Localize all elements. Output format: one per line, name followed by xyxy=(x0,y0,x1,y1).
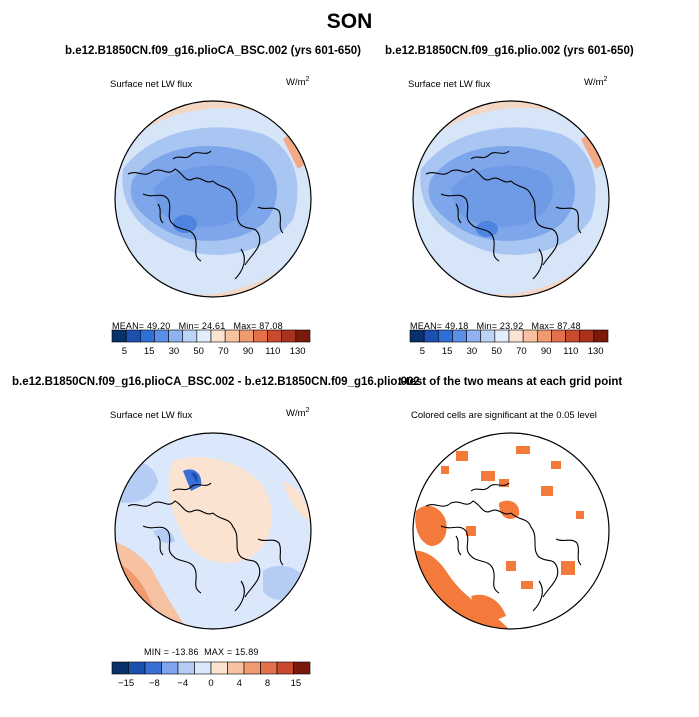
panel1-title: b.e12.B1850CN.f09_g16.plioCA_BSC.002 (yr… xyxy=(65,45,361,57)
panel3-colorbar-box xyxy=(227,661,245,675)
panel3-colorbar-tick-label: 0 xyxy=(208,678,213,689)
panel1-colorbar-box xyxy=(281,329,297,343)
panel1-units: W/m2 xyxy=(286,76,310,89)
panel2-colorbar-box xyxy=(508,329,524,343)
panel3-coastlines xyxy=(127,482,284,612)
panel2-polar-map xyxy=(412,100,610,298)
panel1-colorbar-box xyxy=(125,329,141,343)
panel2-colorbar-box xyxy=(409,329,425,343)
panel3-colorbar-box xyxy=(243,661,261,675)
panel3-colorbar-box xyxy=(194,661,212,675)
panel2-field xyxy=(413,101,609,297)
panel1-colorbar-box xyxy=(210,329,226,343)
panel3-polar-map xyxy=(114,432,312,630)
panel2-colorbar-box xyxy=(551,329,566,343)
panel4-title: t-test of the two means at each grid poi… xyxy=(398,376,623,388)
panel1-map-border xyxy=(114,100,312,298)
panel3-colorbar-tick-label: 4 xyxy=(237,678,242,689)
panel2-colorbar-box xyxy=(536,329,552,343)
panel2-colorbar-tick-label: 50 xyxy=(491,346,502,357)
panel1-colorbar-tick-label: 90 xyxy=(243,346,254,357)
panel2-colorbar-box xyxy=(565,329,581,343)
panel1-colorbar-tick-label: 70 xyxy=(218,346,229,357)
panel3-units: W/m2 xyxy=(286,407,310,420)
panel3-colorbar-box xyxy=(128,661,146,675)
panel2-colorbar-box xyxy=(593,329,609,343)
panel1-colorbar-tick-label: 5 xyxy=(122,346,127,357)
panel3-colorbar-box xyxy=(144,661,162,675)
panel2-variable-label: Surface net LW flux xyxy=(408,79,491,90)
panel3-map-border xyxy=(114,432,312,630)
panel4-note: Colored cells are significant at the 0.0… xyxy=(411,410,597,421)
panel2-units: W/m2 xyxy=(584,76,608,89)
panel3-colorbar-box xyxy=(293,661,311,675)
panel3-colorbar-box xyxy=(276,661,294,675)
panel2-colorbar-box xyxy=(452,329,467,343)
panel2-colorbar-tick-label: 70 xyxy=(516,346,527,357)
panel2-title: b.e12.B1850CN.f09_g16.plio.002 (yrs 601-… xyxy=(385,45,634,57)
panel1-colorbar-box xyxy=(111,329,127,343)
panel2-colorbar: 5 15 30 50 70 90 110 130 xyxy=(409,329,609,357)
figure-title: SON xyxy=(326,10,373,33)
panel1-colorbar-box xyxy=(238,329,254,343)
panel1-stats: MEAN= 49.20 Min= 24.61 Max= 87.08 xyxy=(112,321,283,331)
panel3-colorbar-tick-label: 15 xyxy=(291,678,302,689)
panel3-field xyxy=(115,433,311,629)
panel3-colorbar-tick-label: −15 xyxy=(118,678,134,689)
panel1-colorbar-box xyxy=(196,329,212,343)
panel1-colorbar-tick-label: 130 xyxy=(290,346,306,357)
panel2-colorbar-tick-label: 5 xyxy=(420,346,425,357)
panel1-colorbar-box xyxy=(168,329,184,343)
panel1-variable-label: Surface net LW flux xyxy=(110,79,193,90)
panel3-variable-label: Surface net LW flux xyxy=(110,410,193,421)
panel2-colorbar-box xyxy=(494,329,510,343)
panel3-colorbar-tick-label: −8 xyxy=(149,678,160,689)
panel2-map-border xyxy=(412,100,610,298)
panel3-colorbar-tick-label: −4 xyxy=(177,678,188,689)
panel4-field xyxy=(413,433,609,629)
panel3-colorbar-box xyxy=(111,661,129,675)
panel2-colorbar-box xyxy=(437,329,453,343)
panel2-colorbar-box xyxy=(579,329,595,343)
panel3-title: b.e12.B1850CN.f09_g16.plioCA_BSC.002 - b… xyxy=(12,376,420,388)
panel3-colorbar-box xyxy=(177,661,195,675)
panel3-colorbar-box xyxy=(260,661,278,675)
panel1-polar-map xyxy=(114,100,312,298)
panel1-colorbar-box xyxy=(139,329,155,343)
panel3-stats: MIN = -13.86 MAX = 15.89 xyxy=(144,647,259,657)
panel2-colorbar-tick-label: 15 xyxy=(442,346,453,357)
panel1-colorbar-box xyxy=(182,329,198,343)
panel1-field xyxy=(115,101,311,297)
panel1-colorbar: 5 15 30 50 70 90 110 130 xyxy=(111,329,311,357)
panel4-coastlines xyxy=(425,482,582,612)
panel2-colorbar-box xyxy=(522,329,538,343)
panel2-colorbar-tick-label: 30 xyxy=(467,346,478,357)
panel1-colorbar-box xyxy=(154,329,169,343)
panel2-colorbar-box xyxy=(423,329,439,343)
panel3-colorbar: −15 −8 −4 0 4 8 15 xyxy=(111,661,311,689)
panel1-colorbar-tick-label: 15 xyxy=(144,346,155,357)
panel1-colorbar-tick-label: 50 xyxy=(193,346,204,357)
panel3-colorbar-box xyxy=(161,661,179,675)
panel3-colorbar-tick-label: 8 xyxy=(265,678,270,689)
panel2-colorbar-tick-label: 110 xyxy=(563,346,578,357)
panel1-colorbar-box xyxy=(267,329,283,343)
panel4-map-border xyxy=(412,432,610,630)
panel1-colorbar-box xyxy=(295,329,311,343)
panel3-colorbar-box xyxy=(210,661,228,675)
panel1-colorbar-box xyxy=(224,329,240,343)
panel2-colorbar-tick-label: 130 xyxy=(588,346,604,357)
panel2-colorbar-box xyxy=(466,329,482,343)
panel2-stats: MEAN= 49.18 Min= 23.92 Max= 87.48 xyxy=(410,321,581,331)
panel1-colorbar-tick-label: 30 xyxy=(169,346,180,357)
panel2-colorbar-tick-label: 90 xyxy=(541,346,552,357)
panel1-colorbar-box xyxy=(253,329,268,343)
panel2-colorbar-box xyxy=(480,329,496,343)
panel4-polar-map xyxy=(412,432,610,630)
panel2-coastlines xyxy=(425,150,582,280)
panel1-coastlines xyxy=(127,150,284,280)
panel1-colorbar-tick-label: 110 xyxy=(265,346,280,357)
